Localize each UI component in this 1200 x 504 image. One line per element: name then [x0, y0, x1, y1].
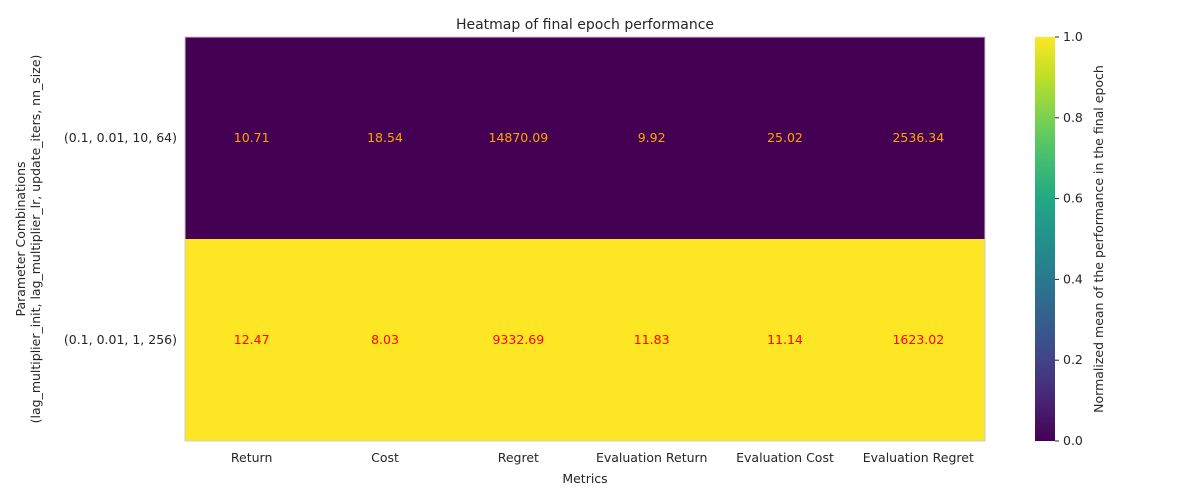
cell-annotations: 10.71 18.54 14870.09 9.92 25.02 2536.34 12.47 8… [234, 130, 944, 347]
chart-title: Heatmap of final epoch performance [456, 17, 714, 33]
cell-value: 9.92 [638, 130, 666, 145]
colorbar-tick-label: 0.2 [1063, 352, 1083, 367]
y-axis-label: Parameter Combinations (lag_multiplier_i… [13, 55, 43, 424]
cell-value: 8.03 [371, 332, 399, 347]
cell-value: 10.71 [234, 130, 270, 145]
y-tick-label: (0.1, 0.01, 1, 256) [64, 332, 177, 347]
cell-value: 2536.34 [892, 130, 944, 145]
plot-frame [184, 36, 986, 442]
colorbar-tick-label: 0.8 [1063, 110, 1083, 125]
heatmap-cell [185, 239, 319, 442]
colorbar-label: Normalized mean of the performance in th… [1091, 65, 1106, 413]
colorbar-tick-label: 0.6 [1063, 191, 1083, 206]
colorbar-ticks: 0.0 0.2 0.4 0.6 0.8 1.0 [1055, 29, 1083, 448]
x-tick-label: Evaluation Return [596, 450, 707, 465]
colorbar-gradient [1035, 37, 1055, 441]
y-axis-label-line2: (lag_multiplier_init, lag_multiplier_lr,… [28, 55, 43, 424]
heatmap-cell [451, 239, 586, 442]
cell-value: 25.02 [767, 130, 803, 145]
heatmap-cells [185, 37, 986, 442]
x-tick-labels: Return Cost Regret Evaluation Return Evaluat… [231, 450, 974, 465]
cell-value: 1623.02 [892, 332, 944, 347]
colorbar-tick-label: 1.0 [1063, 29, 1083, 44]
cell-value: 11.83 [634, 332, 670, 347]
y-tick-label: (0.1, 0.01, 10, 64) [64, 130, 177, 145]
y-tick-labels: (0.1, 0.01, 10, 64) (0.1, 0.01, 1, 256) [64, 130, 177, 347]
heatmap-cell [718, 239, 853, 442]
cell-value: 12.47 [234, 332, 270, 347]
colorbar-tick-label: 0.0 [1063, 433, 1083, 448]
y-axis-label-line1: Parameter Combinations [13, 161, 28, 316]
heatmap-cell [851, 37, 986, 240]
cell-value: 11.14 [767, 332, 803, 347]
x-tick-label: Regret [498, 450, 539, 465]
x-tick-label: Evaluation Regret [863, 450, 974, 465]
cell-value: 18.54 [367, 130, 403, 145]
heatmap-cell [318, 37, 453, 240]
cell-value: 14870.09 [489, 130, 549, 145]
x-axis-label: Metrics [562, 471, 607, 486]
heatmap-cell [185, 37, 319, 240]
heatmap-cell [318, 239, 453, 442]
x-tick-label: Cost [371, 450, 399, 465]
x-tick-label: Evaluation Cost [736, 450, 834, 465]
heatmap-cell [585, 37, 719, 240]
heatmap-cell [851, 239, 986, 442]
cell-value: 9332.69 [492, 332, 544, 347]
colorbar: 0.0 0.2 0.4 0.6 0.8 1.0 Normalized mean of th… [1035, 29, 1106, 448]
x-tick-label: Return [231, 450, 272, 465]
heatmap-cell [585, 239, 719, 442]
colorbar-tick-label: 0.4 [1063, 271, 1083, 286]
heatmap-cell [451, 37, 586, 240]
heatmap-cell [718, 37, 853, 240]
